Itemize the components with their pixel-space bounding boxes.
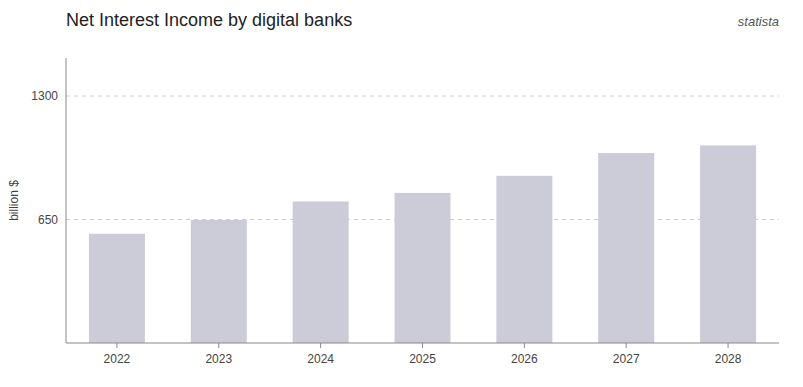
chart-container: Net Interest Income by digital banks stat…: [0, 0, 803, 387]
title: Net Interest Income by digital banks: [66, 10, 352, 30]
bars: [89, 145, 756, 343]
bar: [191, 220, 247, 343]
bar: [598, 153, 654, 343]
x-tick: [626, 343, 627, 348]
grid-line: [66, 96, 779, 97]
x-tick-label: 2022: [104, 352, 131, 366]
x-tick: [218, 343, 219, 348]
x-tick-label: 2026: [511, 352, 538, 366]
x-tick-label: 2028: [715, 352, 742, 366]
x-tick: [116, 343, 117, 348]
y-tick-label: 1300: [31, 89, 58, 103]
x-tick: [524, 343, 525, 348]
bar: [496, 176, 552, 343]
bar: [89, 234, 145, 343]
x-tick-label: 2027: [613, 352, 640, 366]
chart-svg: Net Interest Income by digital banks stat…: [0, 0, 803, 387]
y-axis-label: billion $: [7, 180, 21, 221]
x-tick-label: 2023: [205, 352, 232, 366]
x-tick: [728, 343, 729, 348]
y-axis-line: [66, 58, 67, 343]
bar: [293, 201, 349, 343]
x-tick-label: 2025: [409, 352, 436, 366]
bar: [700, 145, 756, 343]
x-tick-label: 2024: [307, 352, 334, 366]
y-tick-label: 650: [38, 213, 58, 227]
bar: [394, 193, 450, 343]
x-tick: [320, 343, 321, 348]
x-tick: [422, 343, 423, 348]
annotation: statista: [738, 14, 779, 29]
